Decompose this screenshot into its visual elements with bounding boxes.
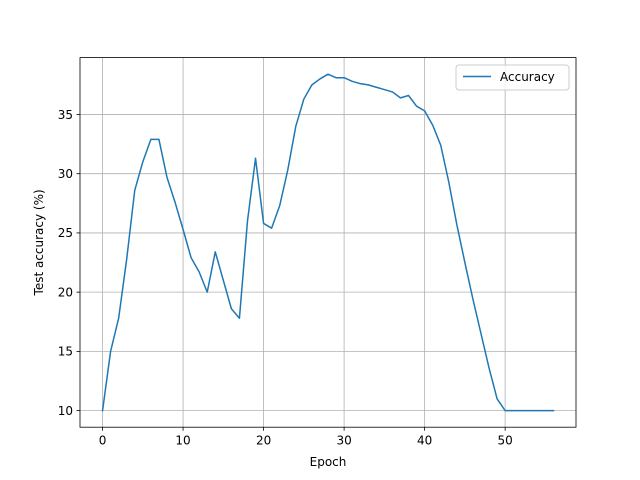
x-tick-label: 40 [417, 434, 432, 448]
ticks: 0 10 20 30 40 50 10 15 20 25 30 35 [58, 108, 513, 448]
x-tick-label: 50 [498, 434, 513, 448]
legend-label-accuracy: Accuracy [500, 70, 555, 84]
grid [80, 57, 576, 428]
x-axis-label: Epoch [310, 455, 347, 469]
legend-box [455, 64, 570, 91]
y-axis-label: Test accuracy (%) [32, 189, 46, 296]
y-tick-label: 35 [58, 108, 73, 122]
y-tick-label: 25 [58, 226, 73, 240]
series-layer [101, 73, 555, 412]
y-tick-label: 20 [58, 285, 73, 299]
y-tick-label: 15 [58, 345, 73, 359]
y-tick-label: 30 [58, 167, 73, 181]
y-tick-label: 10 [58, 404, 73, 418]
x-tick-label: 0 [99, 434, 107, 448]
series-line-accuracy [101, 73, 555, 412]
x-tick-label: 10 [175, 434, 190, 448]
x-tick-label: 30 [336, 434, 351, 448]
plot-frame [79, 57, 577, 428]
legend: Accuracy [455, 64, 570, 91]
x-tick-label: 20 [256, 434, 271, 448]
